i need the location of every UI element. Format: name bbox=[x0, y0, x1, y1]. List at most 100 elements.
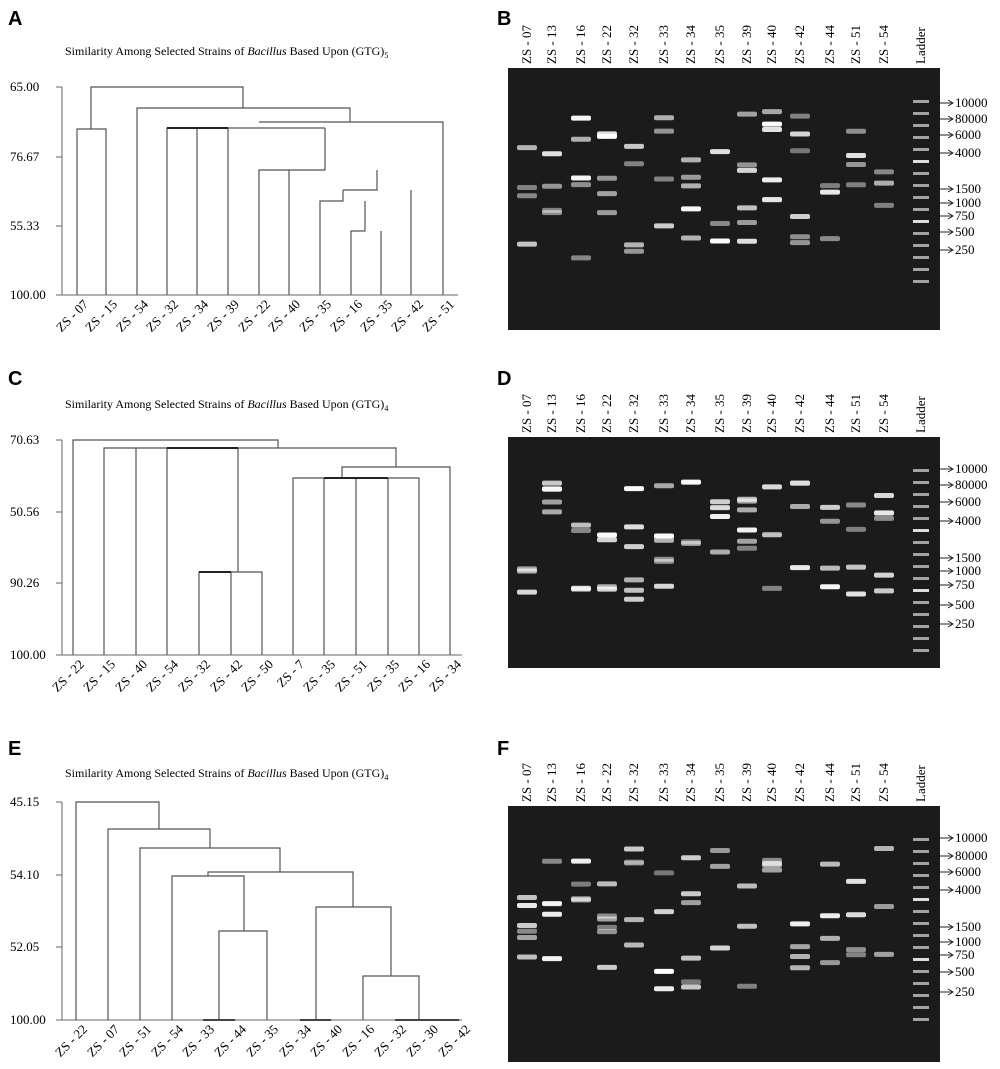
y-tick-label: 100.00 bbox=[10, 287, 46, 302]
gel-band bbox=[542, 901, 562, 907]
title-part: 4 bbox=[384, 773, 388, 782]
gel-band bbox=[737, 205, 757, 211]
ladder-label: 750 bbox=[955, 577, 975, 592]
gel-band bbox=[597, 532, 617, 538]
ladder-band bbox=[913, 493, 929, 496]
ladder-band bbox=[913, 862, 929, 865]
ladder-band bbox=[913, 982, 929, 985]
gel-band bbox=[820, 861, 840, 867]
ladder-label: 6000 bbox=[955, 864, 981, 879]
gel-band bbox=[790, 113, 810, 119]
gel-band bbox=[517, 241, 537, 247]
x-tick-label: ZS - 22 bbox=[52, 1022, 90, 1060]
ladder-band bbox=[913, 232, 929, 235]
panel-letter: D bbox=[497, 368, 511, 390]
ladder-band bbox=[913, 1018, 929, 1021]
gel-band bbox=[654, 870, 674, 876]
gel-band bbox=[874, 492, 894, 498]
lane-label: ZS - 54 bbox=[876, 763, 891, 803]
x-tick-label: ZS - 35 bbox=[296, 297, 334, 335]
lane-label: ZS - 44 bbox=[822, 394, 837, 434]
ladder-band bbox=[913, 184, 929, 187]
gel-band bbox=[710, 149, 730, 155]
ladder-band bbox=[913, 898, 929, 901]
gel-band bbox=[517, 902, 537, 908]
x-tick-label: ZS - 44 bbox=[211, 1021, 250, 1060]
ladder-band bbox=[913, 505, 929, 508]
gel-band bbox=[762, 177, 782, 183]
lane-label: ZS - 39 bbox=[739, 763, 754, 802]
ladder-label: 1500 bbox=[955, 919, 981, 934]
x-tick-label: ZS - 35 bbox=[357, 297, 395, 335]
gel-band bbox=[517, 566, 537, 572]
gel-band bbox=[762, 860, 782, 866]
gel-band bbox=[624, 143, 644, 149]
title-part: Based Upon (GTG) bbox=[287, 766, 385, 780]
gel-band bbox=[624, 846, 644, 852]
gel-band bbox=[681, 206, 701, 212]
x-tick-label: ZS - 40 bbox=[265, 297, 303, 335]
ladder-label: 10000 bbox=[955, 95, 988, 110]
gel-band bbox=[737, 162, 757, 168]
ladder-arrowhead bbox=[947, 938, 954, 946]
panel: E Similarity Among Selected Strains of Ba… bbox=[8, 738, 473, 1060]
gel-band bbox=[846, 912, 866, 918]
gel-band bbox=[571, 182, 591, 188]
lane-label: ZS - 22 bbox=[599, 25, 614, 64]
ladder-arrowhead bbox=[947, 246, 954, 254]
gel-band bbox=[737, 983, 757, 989]
lane-label: ZS - 40 bbox=[764, 394, 779, 433]
x-tick-label: ZS - 15 bbox=[82, 297, 120, 335]
gel-band bbox=[762, 127, 782, 133]
ladder-arrowhead bbox=[947, 601, 954, 609]
ladder-label: 4000 bbox=[955, 145, 981, 160]
gel-band bbox=[517, 145, 537, 151]
ladder-band bbox=[913, 637, 929, 640]
lane-label: ZS - 34 bbox=[683, 25, 698, 65]
ladder-band bbox=[913, 958, 929, 961]
ladder-arrowhead bbox=[947, 567, 954, 575]
ladder-band bbox=[913, 838, 929, 841]
gel-band bbox=[517, 589, 537, 595]
gel-band bbox=[654, 533, 674, 539]
gel-band bbox=[710, 863, 730, 869]
panel: C Similarity Among Selected Strains of Ba… bbox=[8, 368, 464, 695]
ladder-band bbox=[913, 136, 929, 139]
gel-band bbox=[846, 878, 866, 884]
gel-band bbox=[624, 524, 644, 530]
gel-band bbox=[790, 214, 810, 220]
gel-band bbox=[762, 585, 782, 591]
gel-band bbox=[790, 234, 810, 240]
ladder-arrowhead bbox=[947, 951, 954, 959]
lane-label: ZS - 22 bbox=[599, 394, 614, 433]
y-tick-label: 55.33 bbox=[10, 218, 39, 233]
gel-band bbox=[654, 128, 674, 134]
ladder-band bbox=[913, 625, 929, 628]
gel-band bbox=[790, 240, 810, 246]
ladder-arrowhead bbox=[947, 923, 954, 931]
gel-band bbox=[846, 526, 866, 532]
gel-band bbox=[597, 131, 617, 137]
x-tick-label: ZS - 51 bbox=[332, 657, 370, 695]
x-tick-label: ZS - 16 bbox=[327, 296, 366, 335]
ladder-band bbox=[913, 529, 929, 532]
ladder-band bbox=[913, 268, 929, 271]
gel-band bbox=[542, 486, 562, 492]
ladder-band bbox=[913, 601, 929, 604]
lane-label: ZS - 51 bbox=[848, 25, 863, 64]
gel-band bbox=[790, 148, 810, 154]
gel-band bbox=[624, 577, 644, 583]
gel-band bbox=[710, 513, 730, 519]
gel-band bbox=[597, 175, 617, 181]
panel: B ZS - 07 ZS - 13 ZS - 16 ZS - 22 ZS - 32 ZS -… bbox=[497, 8, 988, 330]
gel-band bbox=[681, 891, 701, 897]
x-tick-label: ZS - 51 bbox=[419, 297, 457, 335]
ladder-label: 10000 bbox=[955, 830, 988, 845]
gel-band bbox=[790, 921, 810, 927]
gel-band bbox=[624, 942, 644, 948]
gel-band bbox=[681, 855, 701, 861]
gel-band bbox=[710, 505, 730, 511]
lane-label: Ladder bbox=[913, 765, 928, 802]
gel-band bbox=[874, 202, 894, 208]
ladder-label: 250 bbox=[955, 984, 975, 999]
